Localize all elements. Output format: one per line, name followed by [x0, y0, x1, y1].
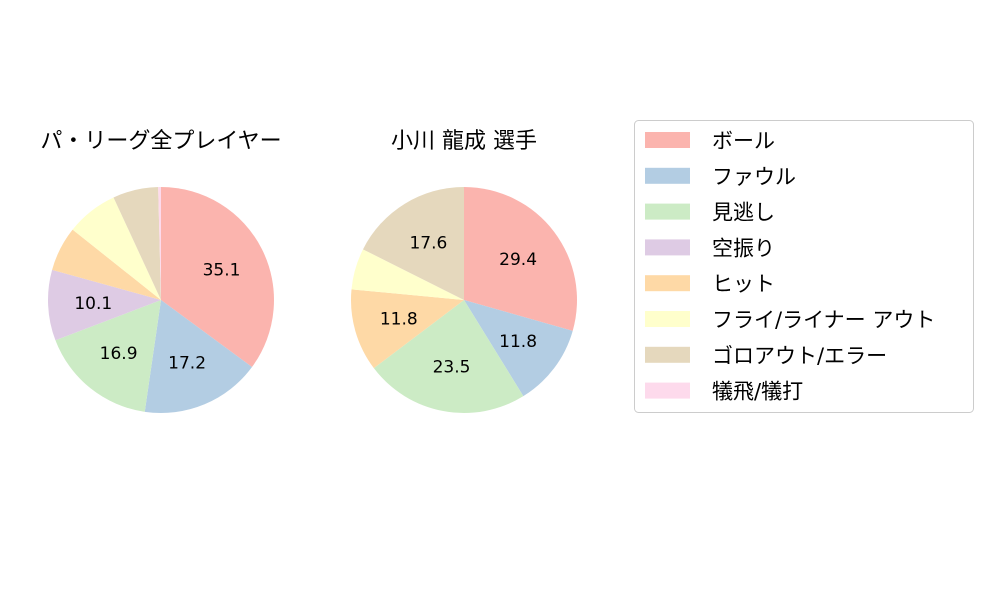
- legend-label-0: ボール: [712, 129, 775, 153]
- legend-swatch-0: [645, 132, 690, 148]
- slice-label-player-1: 11.8: [499, 332, 537, 352]
- legend-label-4: ヒット: [712, 272, 775, 296]
- legend-swatch-7: [645, 382, 690, 399]
- pie-slice-league-4: [52, 229, 161, 300]
- pie-slice-league-5: [72, 197, 161, 300]
- pie-slice-league-6: [113, 187, 161, 300]
- pie-slice-player-2: [373, 300, 524, 413]
- pie-slice-league-3: [48, 269, 162, 341]
- slice-label-league-1: 17.2: [168, 354, 206, 374]
- slice-label-player-2: 23.5: [433, 358, 471, 378]
- slice-label-player-4: 11.8: [380, 310, 418, 330]
- slice-label-league-3: 10.1: [74, 294, 112, 314]
- pie-title-player: 小川 龍成 選手: [391, 129, 537, 154]
- pie-slice-league-1: [144, 300, 252, 413]
- legend-swatch-2: [645, 203, 690, 220]
- slice-label-player-6: 17.6: [409, 233, 447, 253]
- legend-swatch-5: [645, 311, 690, 327]
- slice-label-league-0: 35.1: [203, 260, 241, 280]
- slice-label-player-0: 29.4: [499, 250, 537, 270]
- legend-label-6: ゴロアウト/エラー: [712, 344, 887, 368]
- legend-swatch-1: [645, 167, 690, 184]
- legend-label-3: 空振り: [712, 236, 775, 260]
- pie-chart-player: 小川 龍成 選手 29.4 11.8 23.5 11.8 17.6: [350, 129, 577, 413]
- legend-swatch-3: [645, 239, 690, 256]
- legend-swatch-4: [645, 275, 690, 292]
- legend-swatch-6: [645, 346, 690, 363]
- pie-slice-league-7: [158, 187, 161, 300]
- pie-slice-league-2: [55, 300, 161, 412]
- legend-label-1: ファウル: [712, 165, 796, 189]
- pie-slice-player-4: [350, 289, 464, 369]
- pie-slice-player-1: [464, 300, 573, 397]
- pie-title-league: パ・リーグ全プレイヤー: [40, 129, 281, 154]
- legend-label-5: フライ/ライナー アウト: [712, 308, 935, 332]
- pie-slice-league-0: [161, 187, 274, 367]
- legend-label-2: 見逃し: [712, 201, 775, 225]
- pie-slice-player-0: [464, 187, 577, 331]
- legend-frame: [634, 120, 974, 413]
- pie-slice-player-5: [351, 249, 464, 300]
- slice-label-league-2: 16.9: [100, 344, 138, 364]
- legend-label-7: 犠飛/犠打: [712, 380, 803, 404]
- pie-chart-league: パ・リーグ全プレイヤー 35.1 17.2 16.9 10.1: [40, 129, 282, 413]
- pie-slice-player-6: [363, 187, 464, 300]
